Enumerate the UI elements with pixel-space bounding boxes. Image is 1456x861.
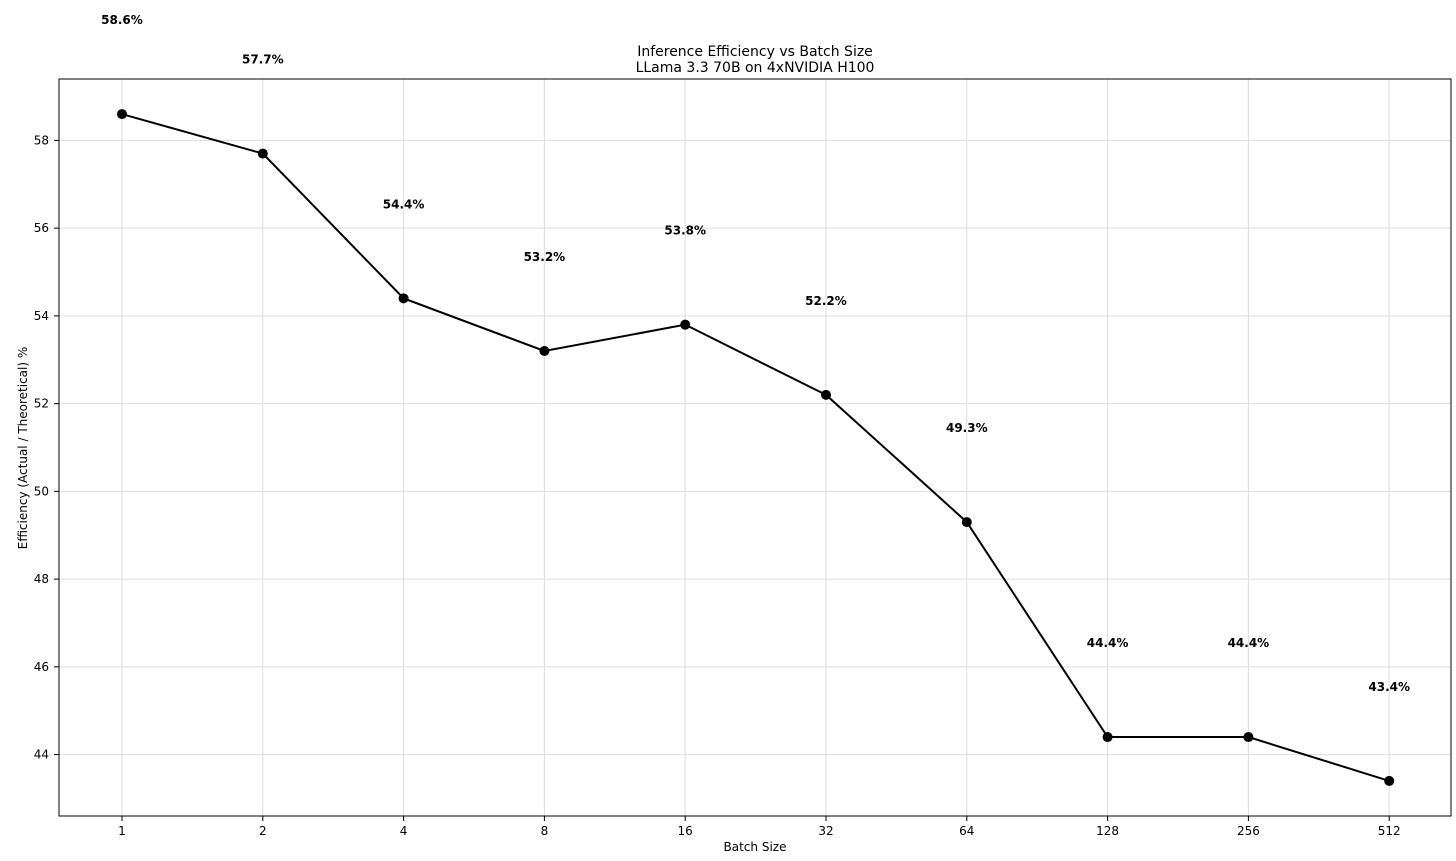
y-tick-label: 58 — [34, 133, 49, 147]
x-tick-label: 2 — [259, 824, 267, 838]
x-tick-label: 32 — [818, 824, 833, 838]
data-point — [1243, 732, 1254, 743]
x-tick-label: 8 — [541, 824, 549, 838]
x-tick-label: 16 — [678, 824, 693, 838]
data-label: 52.2% — [805, 294, 847, 308]
grid — [59, 79, 1451, 816]
chart-subtitle: LLama 3.3 70B on 4xNVIDIA H100 — [636, 60, 875, 76]
x-tick-label: 512 — [1378, 824, 1401, 838]
y-tick-label: 52 — [34, 397, 49, 411]
x-tick-label: 64 — [959, 824, 974, 838]
data-point — [961, 517, 972, 528]
y-tick-label: 48 — [34, 572, 49, 586]
data-point — [117, 109, 127, 120]
data-label: 54.4% — [383, 197, 425, 211]
data-label: 53.8% — [664, 224, 706, 238]
y-tick-label: 56 — [34, 221, 49, 235]
data-point — [398, 293, 409, 304]
data-point — [1102, 732, 1113, 743]
y-axis-label: Efficiency (Actual / Theoretical) % — [16, 347, 30, 550]
y-tick-label: 44 — [34, 748, 49, 762]
data-labels: 58.6% 57.7% 54.4% 53.2% 53.8% 52.2% 49.3% 44.4%… — [101, 13, 1410, 694]
x-tick-label: 256 — [1237, 824, 1260, 838]
x-tick-label: 1 — [118, 824, 126, 838]
data-label: 43.4% — [1368, 680, 1410, 694]
data-point — [821, 389, 831, 400]
data-point — [539, 345, 550, 356]
plot-area-frame — [58, 78, 1452, 817]
x-tick-label: 128 — [1096, 824, 1119, 838]
data-point — [257, 148, 268, 159]
data-label: 44.4% — [1087, 636, 1129, 650]
data-point — [1384, 775, 1395, 786]
data-label: 44.4% — [1228, 636, 1270, 650]
data-label: 53.2% — [524, 250, 566, 264]
series-points — [117, 109, 1395, 786]
chart-title: Inference Efficiency vs Batch Size — [637, 44, 873, 60]
data-label: 58.6% — [101, 13, 143, 27]
data-point — [680, 319, 691, 330]
series-efficiency — [121, 113, 1390, 782]
y-tick-label: 46 — [34, 660, 49, 674]
data-label: 49.3% — [946, 421, 988, 435]
series-line — [121, 113, 1390, 782]
y-tick-label: 54 — [34, 309, 49, 323]
data-label: 57.7% — [242, 53, 284, 67]
x-axis-label: Batch Size — [724, 840, 787, 854]
x-tick-label: 4 — [400, 824, 408, 838]
y-tick-label: 50 — [34, 484, 49, 498]
